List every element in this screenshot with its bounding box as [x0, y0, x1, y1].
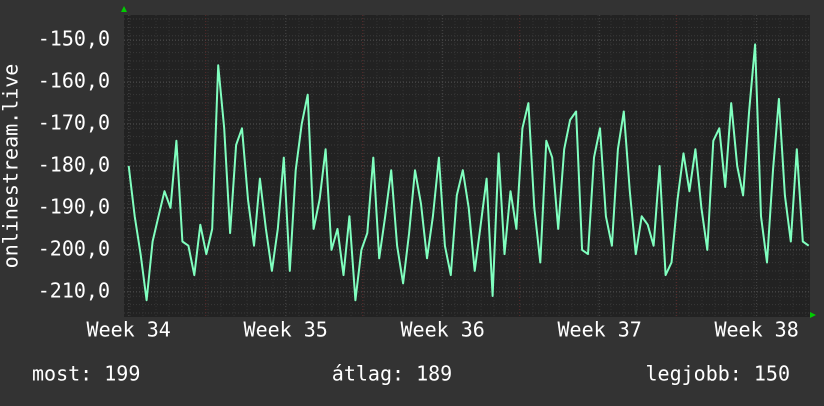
y-tick-label: -160,0	[38, 69, 110, 93]
y-tick-label: -180,0	[38, 153, 110, 177]
footer-stat: átlag: 189	[332, 362, 452, 386]
y-axis-label: onlinestream.live	[0, 64, 23, 269]
data-line	[127, 43, 810, 302]
y-tick-label: -200,0	[38, 236, 110, 260]
axis-arrow	[121, 6, 127, 12]
y-tick-label: -210,0	[38, 278, 110, 302]
x-tick-label: Week 38	[714, 318, 798, 342]
plot-layers	[124, 15, 810, 317]
y-tick-label: -190,0	[38, 194, 110, 218]
footer-stat: legjobb: 150	[646, 362, 791, 386]
x-tick-label: Week 35	[244, 318, 328, 342]
y-tick-label: -170,0	[38, 111, 110, 135]
x-tick-label: Week 36	[401, 318, 485, 342]
footer-stat: most: 199	[32, 362, 140, 386]
x-tick-label: Week 34	[87, 318, 171, 342]
y-tick-label: -150,0	[38, 27, 110, 51]
axis-arrow	[810, 312, 816, 318]
x-tick-label: Week 37	[557, 318, 641, 342]
